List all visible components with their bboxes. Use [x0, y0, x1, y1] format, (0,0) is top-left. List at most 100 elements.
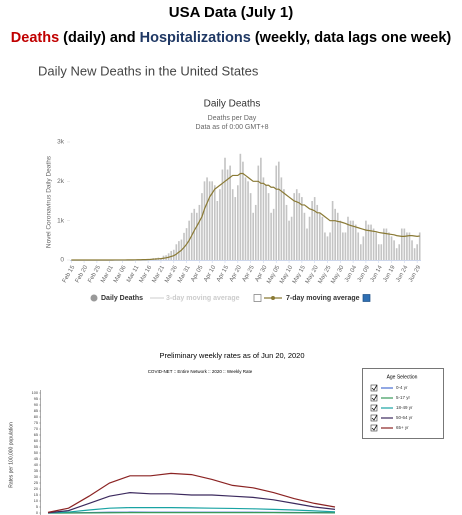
bar [236, 185, 239, 260]
bar [416, 244, 418, 260]
y-tick-label: 5 [36, 505, 38, 509]
bar [178, 241, 180, 260]
x-tick-label: Jun 29 [408, 264, 423, 283]
bar [249, 193, 252, 260]
x-tick-label: May 30 [330, 264, 345, 285]
page-title: USA Data (July 1) [169, 4, 293, 21]
bar [308, 216, 311, 260]
legend-check [371, 404, 378, 411]
bar [295, 189, 298, 260]
legend-label[interactable]: 50-64 yr [396, 415, 413, 420]
y-tick-label: 20 [34, 487, 38, 491]
bar [234, 197, 237, 260]
y-tick-label: 40 [34, 463, 38, 467]
bar [229, 165, 231, 260]
bar [221, 169, 224, 260]
legend-checkbox[interactable] [253, 294, 262, 302]
legend-label[interactable]: 18-49 yr [396, 405, 413, 410]
bar [224, 157, 226, 260]
y-tick-label: 70 [34, 427, 38, 431]
page-subtitle: Deaths (daily) and Hospitalizations (weekly… [11, 30, 452, 46]
legend-marker [271, 296, 275, 300]
bar [196, 212, 198, 260]
legend-checkbox[interactable] [370, 404, 378, 412]
legend-checkbox[interactable] [370, 394, 378, 402]
legend-label[interactable]: Daily Deaths [101, 295, 143, 302]
y-axis-label: Rates per 100,000 population [8, 422, 14, 488]
subtitle-part: (daily) and [63, 30, 136, 46]
bar [265, 185, 267, 260]
bar [398, 244, 401, 260]
legend-check [371, 424, 378, 431]
chart-subtitle: Deaths per Day [208, 115, 257, 122]
y-tick-label: 80 [34, 415, 38, 419]
x-tick-label: Mar 31 [177, 264, 192, 284]
bar [298, 193, 301, 260]
y-tick-label: 95 [34, 397, 38, 401]
legend-box [362, 368, 444, 439]
legend-checkbox[interactable] [370, 384, 378, 392]
y-tick-label: 75 [34, 421, 38, 425]
bar [324, 232, 326, 260]
bar [400, 228, 403, 260]
y-tick-label: 55 [34, 445, 38, 449]
chart-subtitle: COVID-NET :: Entire Network :: 2020 :: W… [148, 369, 253, 374]
bar [267, 193, 270, 260]
rate-line [47, 472, 336, 513]
y-tick-label: 90 [34, 403, 38, 407]
subtitle-part: (weekly, data lags one week) [255, 30, 452, 46]
legend-check [371, 384, 378, 391]
bar [293, 193, 295, 260]
bar [175, 244, 178, 260]
bar [183, 232, 185, 260]
bar [318, 212, 321, 260]
bar [316, 204, 319, 260]
legend-label[interactable]: 3-day moving average [166, 295, 240, 302]
legend-label[interactable]: 0-4 yr [396, 385, 408, 390]
bar [408, 232, 411, 260]
bar [280, 177, 283, 260]
bar [403, 228, 406, 260]
chart-title: Daily Deaths [204, 99, 261, 110]
bar [357, 232, 360, 260]
bar [303, 212, 306, 260]
y-tick-label: 50 [34, 451, 38, 455]
y-tick-label: 85 [34, 409, 38, 413]
y-tick-label: 25 [34, 481, 38, 485]
y-tick-label: 45 [34, 457, 38, 461]
bar [262, 177, 265, 260]
y-tick-label: 10 [34, 499, 38, 503]
bar [411, 240, 413, 260]
bar [306, 228, 308, 260]
moving-average-line [71, 172, 420, 261]
bar [219, 189, 221, 260]
bar [393, 240, 395, 260]
legend-checkbox[interactable] [362, 294, 371, 302]
y-tick-label: 15 [34, 493, 38, 497]
bar [270, 212, 272, 260]
bar [372, 228, 375, 260]
y-tick-label: 100 [32, 391, 38, 395]
bar [359, 244, 362, 260]
bar [375, 232, 377, 260]
legend-checkbox[interactable] [370, 414, 378, 422]
bar [370, 224, 372, 260]
legend-label[interactable]: 5-17 yr [396, 395, 411, 400]
bar [201, 193, 203, 260]
bar [352, 220, 354, 260]
bar [413, 248, 416, 260]
bar [239, 153, 242, 260]
bar [211, 181, 214, 260]
bar [301, 197, 303, 260]
bar [231, 189, 234, 260]
legend-label[interactable]: 7-day moving average [286, 295, 360, 302]
subtitle-part: Deaths [11, 30, 59, 46]
y-tick-label: 65 [34, 433, 38, 437]
bar [242, 161, 244, 260]
legend-check [371, 414, 378, 421]
y-tick-label: 60 [34, 439, 38, 443]
bar [285, 204, 288, 260]
legend-label[interactable]: 65+ yr [396, 425, 409, 430]
y-tick-label: 30 [34, 475, 38, 479]
legend-checkbox[interactable] [370, 424, 378, 432]
